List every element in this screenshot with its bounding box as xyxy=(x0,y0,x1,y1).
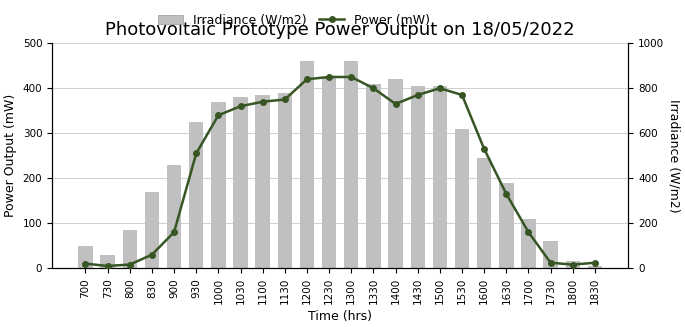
Power (mW) xyxy=(148,253,156,257)
Bar xyxy=(189,122,203,268)
Power (mW) xyxy=(391,102,399,106)
Legend: Irradiance (W/m2), Power (mW): Irradiance (W/m2), Power (mW) xyxy=(153,9,435,32)
Bar xyxy=(433,86,447,268)
Bar xyxy=(588,266,602,268)
Bar xyxy=(300,61,314,268)
Bar xyxy=(167,165,182,268)
Power (mW) xyxy=(591,261,599,265)
Power (mW) xyxy=(125,263,134,267)
X-axis label: Time (hrs): Time (hrs) xyxy=(308,310,372,323)
Power (mW) xyxy=(325,75,333,79)
Title: Photovoltaic Prototype Power Output on 18/05/2022: Photovoltaic Prototype Power Output on 1… xyxy=(105,21,575,39)
Power (mW) xyxy=(170,230,178,234)
Bar xyxy=(145,192,159,268)
Bar xyxy=(521,219,536,268)
Power (mW) xyxy=(524,230,532,234)
Bar xyxy=(211,102,225,268)
Power (mW) xyxy=(214,113,223,117)
Power (mW) xyxy=(82,262,90,266)
Power (mW) xyxy=(347,75,356,79)
Power (mW) xyxy=(414,93,422,97)
Bar xyxy=(566,261,580,268)
Bar xyxy=(344,61,358,268)
Power (mW) xyxy=(369,86,377,90)
Line: Power (mW): Power (mW) xyxy=(83,74,598,269)
Power (mW) xyxy=(569,263,577,267)
Power (mW) xyxy=(303,77,311,81)
Bar xyxy=(277,93,292,268)
Bar xyxy=(410,86,425,268)
Power (mW) xyxy=(480,147,488,151)
Bar xyxy=(477,158,491,268)
Bar xyxy=(366,84,381,268)
Bar xyxy=(256,95,270,268)
Y-axis label: Power Output (mW): Power Output (mW) xyxy=(4,94,17,217)
Bar xyxy=(543,241,558,268)
Bar xyxy=(499,183,514,268)
Bar xyxy=(234,97,248,268)
Bar xyxy=(123,230,137,268)
Power (mW) xyxy=(502,192,510,196)
Bar xyxy=(388,79,403,268)
Power (mW) xyxy=(192,151,200,155)
Power (mW) xyxy=(436,86,444,90)
Power (mW) xyxy=(236,104,245,108)
Power (mW) xyxy=(458,93,466,97)
Bar xyxy=(78,246,92,268)
Power (mW) xyxy=(258,100,266,104)
Y-axis label: Irradiance (W/m2): Irradiance (W/m2) xyxy=(668,99,681,213)
Power (mW) xyxy=(281,97,289,101)
Bar xyxy=(455,129,469,268)
Bar xyxy=(101,255,115,268)
Bar xyxy=(322,77,336,268)
Power (mW) xyxy=(103,264,112,268)
Power (mW) xyxy=(547,261,555,265)
